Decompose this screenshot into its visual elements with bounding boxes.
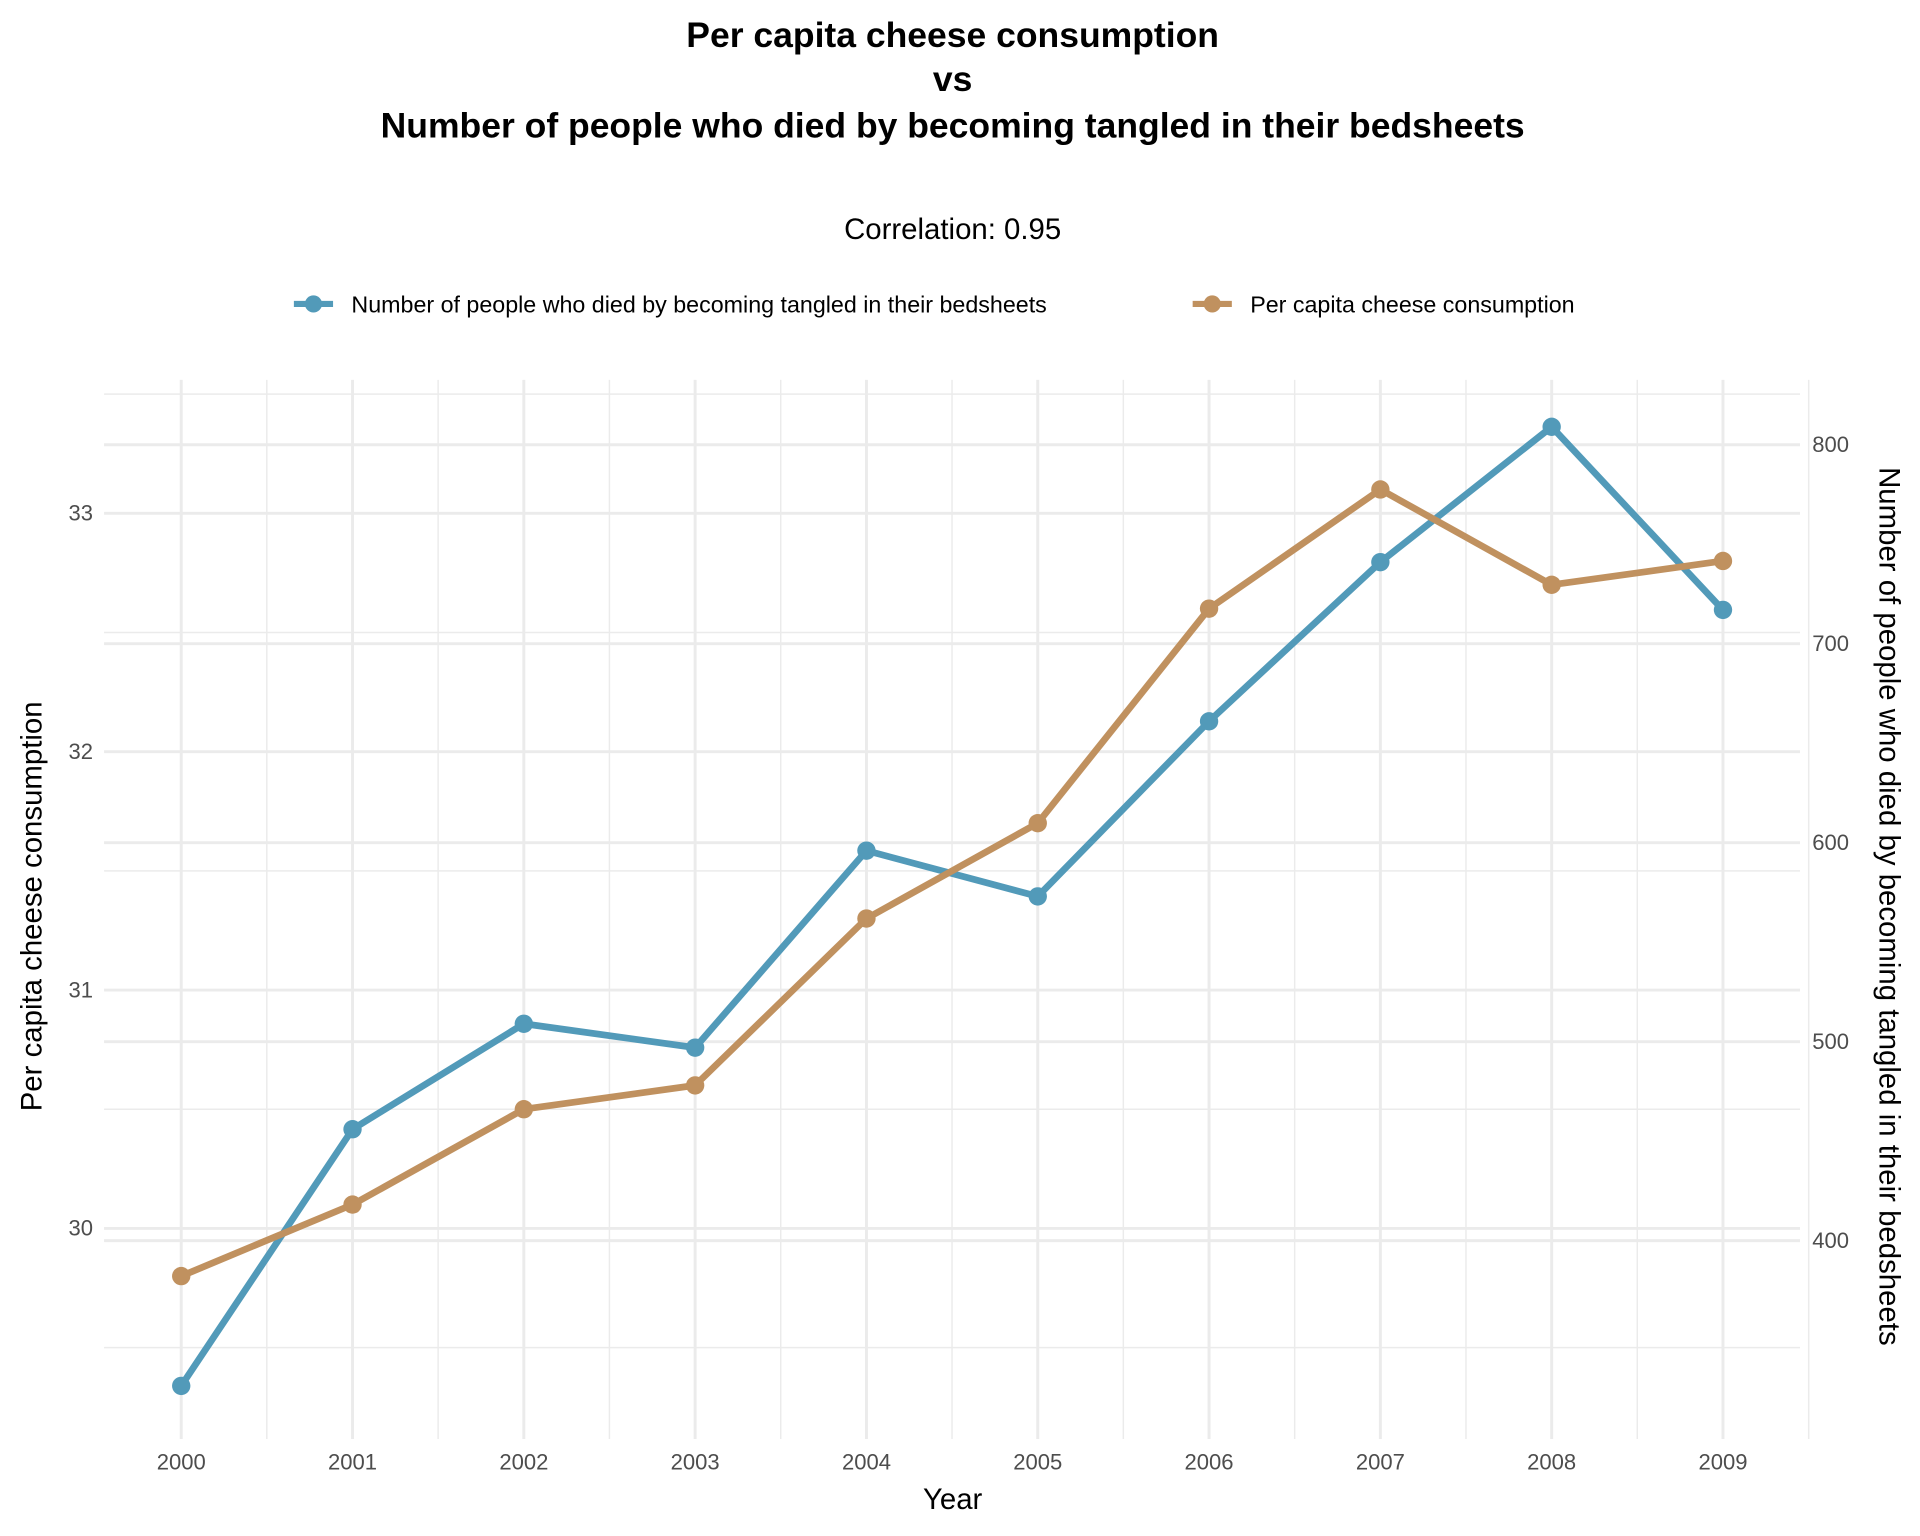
data-point — [1542, 417, 1561, 437]
data-point — [685, 1038, 705, 1057]
legend-item-cheese: Per capita cheese consumption — [1192, 291, 1575, 317]
chart-title-line-3: Number of people who died by becoming ta… — [381, 105, 1525, 145]
x-tick-label: 2000 — [157, 1450, 206, 1475]
chart-subtitle: Correlation: 0.95 — [844, 213, 1061, 246]
data-point — [514, 1100, 534, 1119]
y-right-tick-label: 500 — [1812, 1029, 1849, 1054]
data-point — [857, 909, 876, 928]
x-tick-label: 2002 — [499, 1450, 548, 1475]
x-tick-label: 2001 — [328, 1450, 377, 1475]
x-tick-label: 2006 — [1185, 1450, 1234, 1475]
data-point — [685, 1076, 705, 1095]
data-point — [343, 1120, 362, 1139]
data-point — [343, 1195, 362, 1214]
legend-label-cheese: Per capita cheese consumption — [1250, 291, 1574, 317]
data-point — [1713, 551, 1733, 571]
legend-marker-cheese — [1203, 295, 1221, 313]
series-cheese — [172, 480, 1733, 1286]
data-point — [1199, 599, 1219, 618]
y-left-tick-label: 33 — [69, 501, 94, 526]
y-left-tick-label: 32 — [69, 739, 94, 764]
data-point — [1542, 575, 1561, 594]
x-axis-title: Year — [923, 1483, 983, 1516]
x-tick-label: 2005 — [1013, 1450, 1062, 1475]
data-point — [1713, 600, 1733, 620]
data-point — [172, 1376, 191, 1396]
legend: Number of people who died by becoming ta… — [293, 291, 1575, 317]
data-point — [857, 841, 876, 860]
data-point — [1371, 552, 1390, 572]
y-axis-right-title: Number of people who died by becoming ta… — [1873, 467, 1906, 1346]
chart-title-line-1: Per capita cheese consumption — [686, 15, 1219, 55]
x-tick-label: 2003 — [671, 1450, 720, 1475]
x-tick-label: 2008 — [1527, 1450, 1576, 1475]
x-tick-label: 2007 — [1356, 1450, 1405, 1475]
data-point — [1199, 712, 1219, 731]
series-line — [179, 486, 1724, 1280]
legend-label-bedsheets: Number of people who died by becoming ta… — [351, 291, 1046, 317]
y-right-tick-label: 600 — [1812, 830, 1849, 855]
grid — [104, 379, 1810, 1440]
y-left-tick-label: 31 — [69, 977, 94, 1002]
series — [172, 417, 1733, 1396]
y-right-tick-label: 400 — [1812, 1228, 1849, 1253]
x-tick-label: 2004 — [842, 1450, 891, 1475]
chart-title-line-2: vs — [933, 59, 972, 99]
legend-item-bedsheets: Number of people who died by becoming ta… — [293, 291, 1047, 317]
data-point — [1028, 813, 1047, 833]
y-right-tick-label: 800 — [1812, 432, 1849, 457]
data-point — [172, 1266, 191, 1286]
y-right-tick-label: 700 — [1812, 631, 1849, 656]
legend-marker-bedsheets — [304, 295, 323, 313]
data-point — [1028, 887, 1047, 906]
ticks: 2000 2001 2002 2003 2004 2005 2006 2007 2008 2009… — [69, 432, 1849, 1475]
data-point — [1371, 480, 1390, 499]
y-left-tick-label: 30 — [69, 1216, 94, 1241]
y-axis-left-title: Per capita cheese consumption — [16, 701, 49, 1111]
x-tick-label: 2009 — [1698, 1450, 1747, 1475]
data-point — [514, 1014, 534, 1033]
